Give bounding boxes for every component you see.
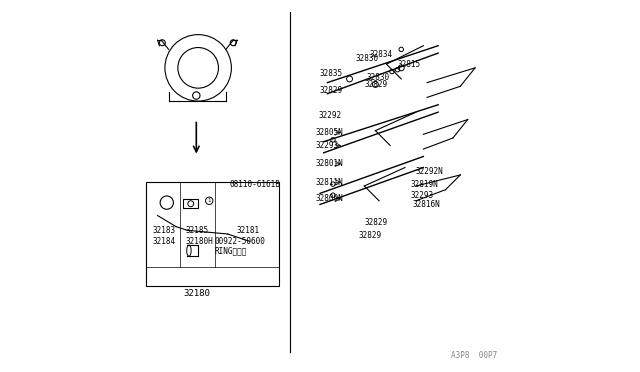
Text: 32293: 32293	[410, 191, 433, 200]
Text: 32180H: 32180H	[185, 237, 213, 246]
Text: 08110-6161B: 08110-6161B	[230, 180, 280, 189]
Text: 32183: 32183	[152, 226, 175, 235]
Text: RINGリング: RINGリング	[215, 246, 247, 255]
Text: 32830: 32830	[355, 54, 378, 63]
Text: 32829: 32829	[364, 218, 387, 227]
Text: 32293: 32293	[316, 141, 339, 150]
Text: 32819N: 32819N	[410, 180, 438, 189]
Text: 32815: 32815	[397, 60, 420, 69]
Text: 32829: 32829	[359, 231, 382, 240]
Text: 32811N: 32811N	[316, 178, 343, 187]
Text: 32184: 32184	[152, 237, 175, 246]
Text: A3P8  00P7: A3P8 00P7	[451, 350, 497, 359]
Text: 32185: 32185	[185, 226, 209, 235]
Text: 32292: 32292	[318, 111, 341, 121]
Text: 32829: 32829	[320, 86, 343, 94]
Text: 32834: 32834	[370, 51, 393, 60]
Text: 32835: 32835	[320, 69, 343, 78]
Text: 1: 1	[207, 198, 211, 203]
Bar	[147, 182, 280, 286]
Text: 32829: 32829	[364, 80, 387, 89]
Bar	[184, 199, 198, 208]
Text: 32180: 32180	[184, 289, 211, 298]
Text: 32809N: 32809N	[316, 195, 343, 203]
Text: 32292N: 32292N	[416, 167, 444, 176]
Text: 32801N: 32801N	[316, 159, 343, 169]
Text: 32805N: 32805N	[316, 128, 343, 137]
Text: 00922-50600: 00922-50600	[215, 237, 266, 246]
Text: 32830: 32830	[366, 73, 389, 81]
Text: 32816N: 32816N	[412, 200, 440, 209]
Text: 32181: 32181	[237, 226, 260, 235]
